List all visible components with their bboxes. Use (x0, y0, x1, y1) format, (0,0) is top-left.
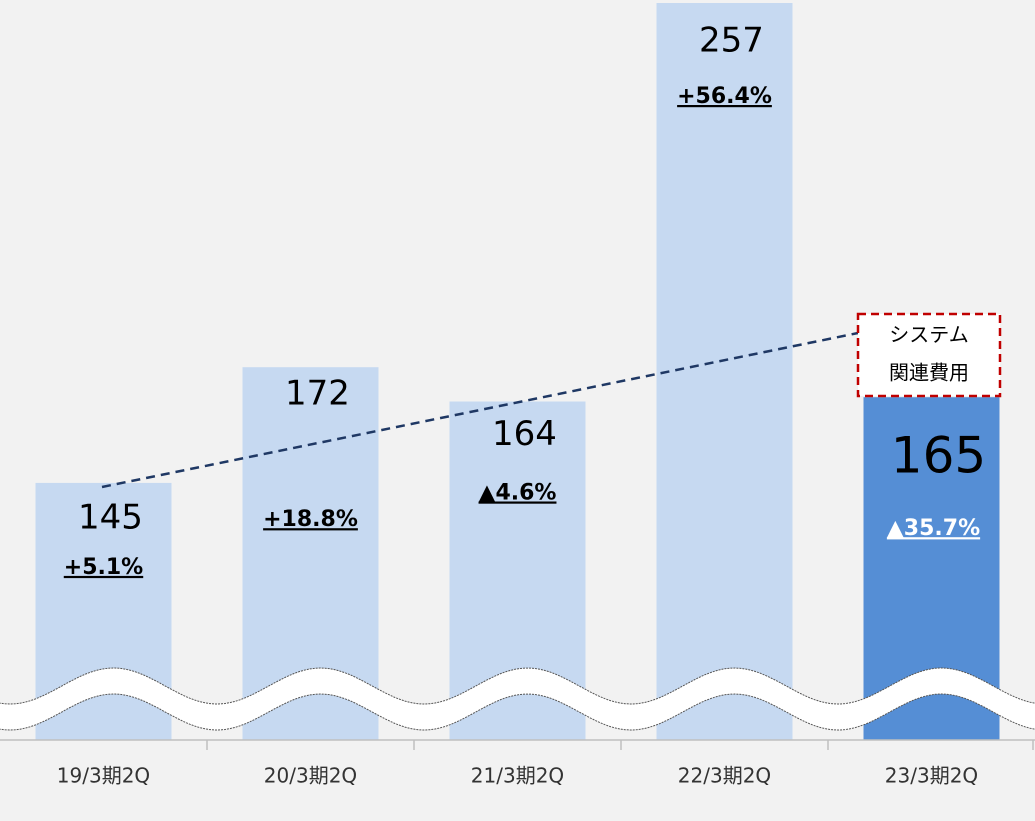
value-label: 145 (78, 497, 143, 537)
x-tick-label: 19/3期2Q (57, 764, 150, 788)
axis-break (0, 667, 1035, 731)
value-label: 165 (891, 427, 986, 485)
bars (35, 3, 1000, 740)
x-tick-label: 23/3期2Q (885, 764, 978, 788)
annotation-text: 関連費用 (889, 361, 969, 385)
value-label: 257 (699, 21, 764, 61)
value-label: 172 (285, 374, 350, 414)
x-tick-label: 22/3期2Q (678, 764, 771, 788)
change-label: ▲4.6% (479, 480, 557, 505)
break-band (0, 668, 1035, 730)
break-edge (0, 693, 1035, 731)
change-label: +5.1% (64, 555, 143, 580)
labels: 145 +5.1% 19/3期2Q 172 +18.8% 20/3期2Q 164 ▲4.6% 2… (57, 21, 1034, 788)
annotation-box (856, 312, 1002, 398)
trend-line (101, 331, 859, 489)
change-label: +56.4% (677, 84, 772, 109)
x-tick-label: 20/3期2Q (264, 764, 357, 788)
annotation-text: システム (889, 323, 968, 347)
x-tick-label: 21/3期2Q (471, 764, 564, 788)
change-label: ▲35.7% (887, 516, 980, 541)
break-edge (0, 667, 1035, 705)
bar (656, 3, 793, 740)
change-label: +18.8% (263, 507, 358, 532)
value-label: 164 (492, 414, 557, 454)
